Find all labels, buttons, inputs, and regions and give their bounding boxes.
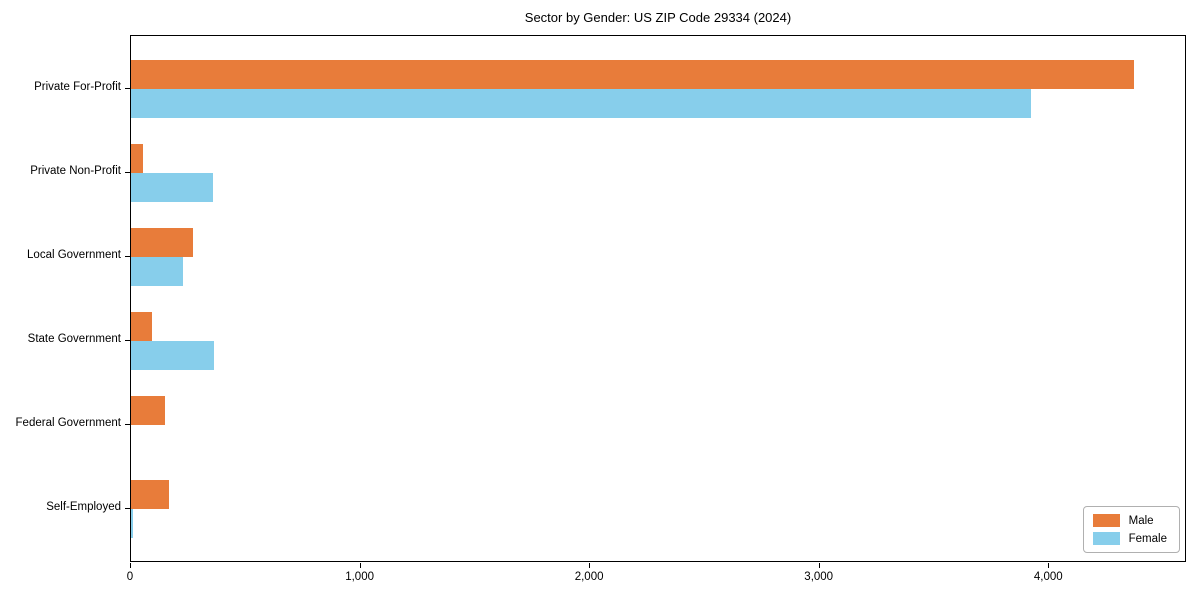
ytick-label-state-government: State Government (27, 333, 121, 345)
xtick-label-3-000: 3,000 (804, 571, 834, 583)
xtick-label-2-000: 2,000 (574, 571, 604, 583)
ytick-mark (125, 172, 130, 173)
xtick-mark (818, 563, 820, 568)
legend-row-male: Male (1092, 514, 1167, 527)
bar-female-private-non-profit (131, 173, 213, 202)
legend: Male Female (1082, 506, 1180, 553)
legend-label-male: Male (1128, 514, 1154, 527)
bar-female-local-government (131, 257, 183, 286)
xtick-mark (1048, 563, 1050, 568)
xtick-mark (130, 563, 131, 568)
ytick-mark (125, 88, 130, 89)
bar-male-local-government (131, 228, 193, 257)
bar-male-private-non-profit (131, 144, 143, 173)
xtick-mark (359, 563, 361, 568)
legend-swatch-female (1092, 532, 1120, 545)
ytick-label-federal-government: Federal Government (15, 417, 121, 429)
plot-area: Male Female (130, 35, 1186, 562)
bar-female-self-employed (131, 509, 134, 538)
ytick-mark (125, 424, 130, 425)
bar-female-private-for-profit (131, 89, 1031, 118)
ytick-mark (125, 508, 130, 509)
legend-label-female: Female (1128, 532, 1167, 545)
legend-swatch-male (1092, 514, 1120, 527)
ytick-label-local-government: Local Government (27, 249, 121, 261)
legend-row-female: Female (1092, 532, 1167, 545)
xtick-label-0: 0 (126, 571, 134, 583)
xtick-label-4-000: 4,000 (1033, 571, 1063, 583)
xtick-mark (589, 563, 591, 568)
bar-male-private-for-profit (131, 60, 1135, 89)
ytick-mark (125, 340, 130, 341)
bar-female-state-government (131, 341, 214, 370)
bar-male-self-employed (131, 480, 169, 509)
ytick-label-self-employed: Self-Employed (46, 501, 121, 513)
chart-title: Sector by Gender: US ZIP Code 29334 (202… (524, 10, 792, 25)
ytick-label-private-non-profit: Private Non-Profit (30, 165, 121, 177)
bar-male-state-government (131, 312, 152, 341)
xtick-label-1-000: 1,000 (345, 571, 374, 583)
ytick-label-private-for-profit: Private For-Profit (34, 81, 121, 93)
ytick-mark (125, 256, 130, 257)
bar-male-federal-government (131, 396, 166, 425)
